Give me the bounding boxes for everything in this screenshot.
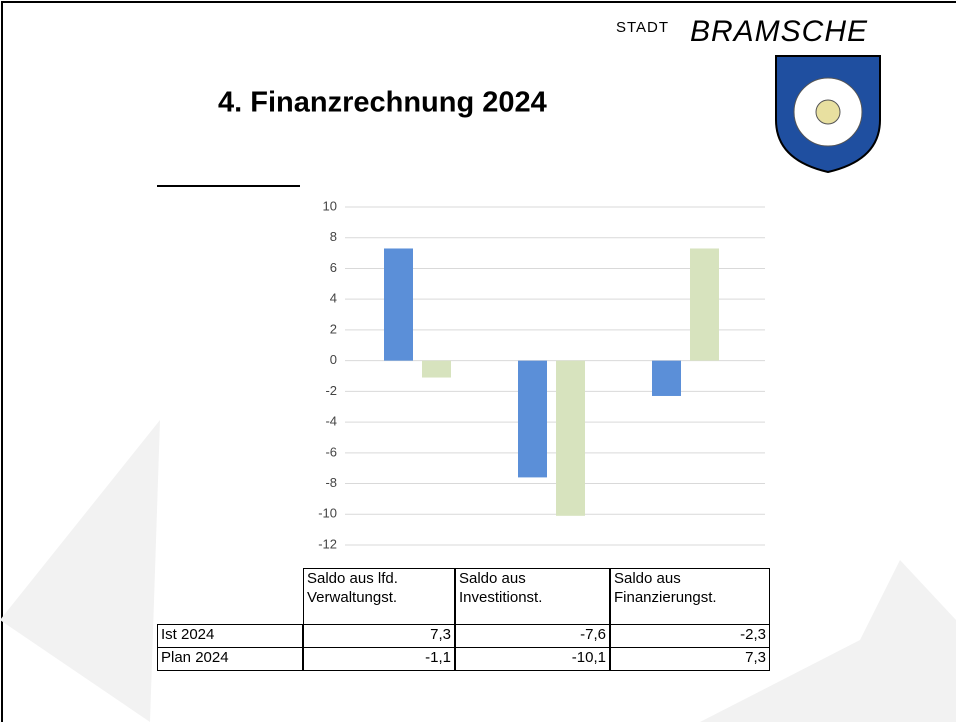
value-label: -10,1 [455,647,610,671]
bar [422,360,451,378]
y-tick-label: 4 [330,291,337,306]
y-tick-label: -10 [318,506,337,521]
y-tick-label: 10 [323,198,337,213]
legend-label: Plan 2024 [157,647,303,671]
y-tick-label: -6 [325,444,337,459]
value-label: -7,6 [455,624,610,648]
y-tick-label: 8 [330,229,337,244]
bar [652,360,681,396]
y-tick-label: -12 [318,536,337,551]
y-tick-label: -2 [325,383,337,398]
value-label: -2,3 [610,624,770,648]
category-label: Saldo aus lfd. Verwaltungst. [303,568,455,625]
y-tick-label: -8 [325,475,337,490]
slide-title: 4. Finanzrechnung 2024 [218,87,547,119]
bar [556,360,585,516]
bar [384,248,413,361]
y-tick-label: 2 [330,321,337,336]
value-label: 7,3 [303,624,455,648]
legend-label: Ist 2024 [157,624,303,648]
y-tick-label: 6 [330,260,337,275]
background-image [0,420,956,722]
bar [518,360,547,478]
category-label: Saldo aus Investitionst. [455,568,610,625]
category-label: Saldo aus Finanzierungst. [610,568,770,625]
value-label: -1,1 [303,647,455,671]
logo-name: BRAMSCHE [690,15,868,48]
bar [690,248,719,361]
y-tick-label: 0 [330,352,337,367]
value-label: 7,3 [610,647,770,671]
y-tick-label: -4 [325,414,337,429]
rose-center [815,99,841,125]
logo-prefix: STADT [616,19,669,36]
